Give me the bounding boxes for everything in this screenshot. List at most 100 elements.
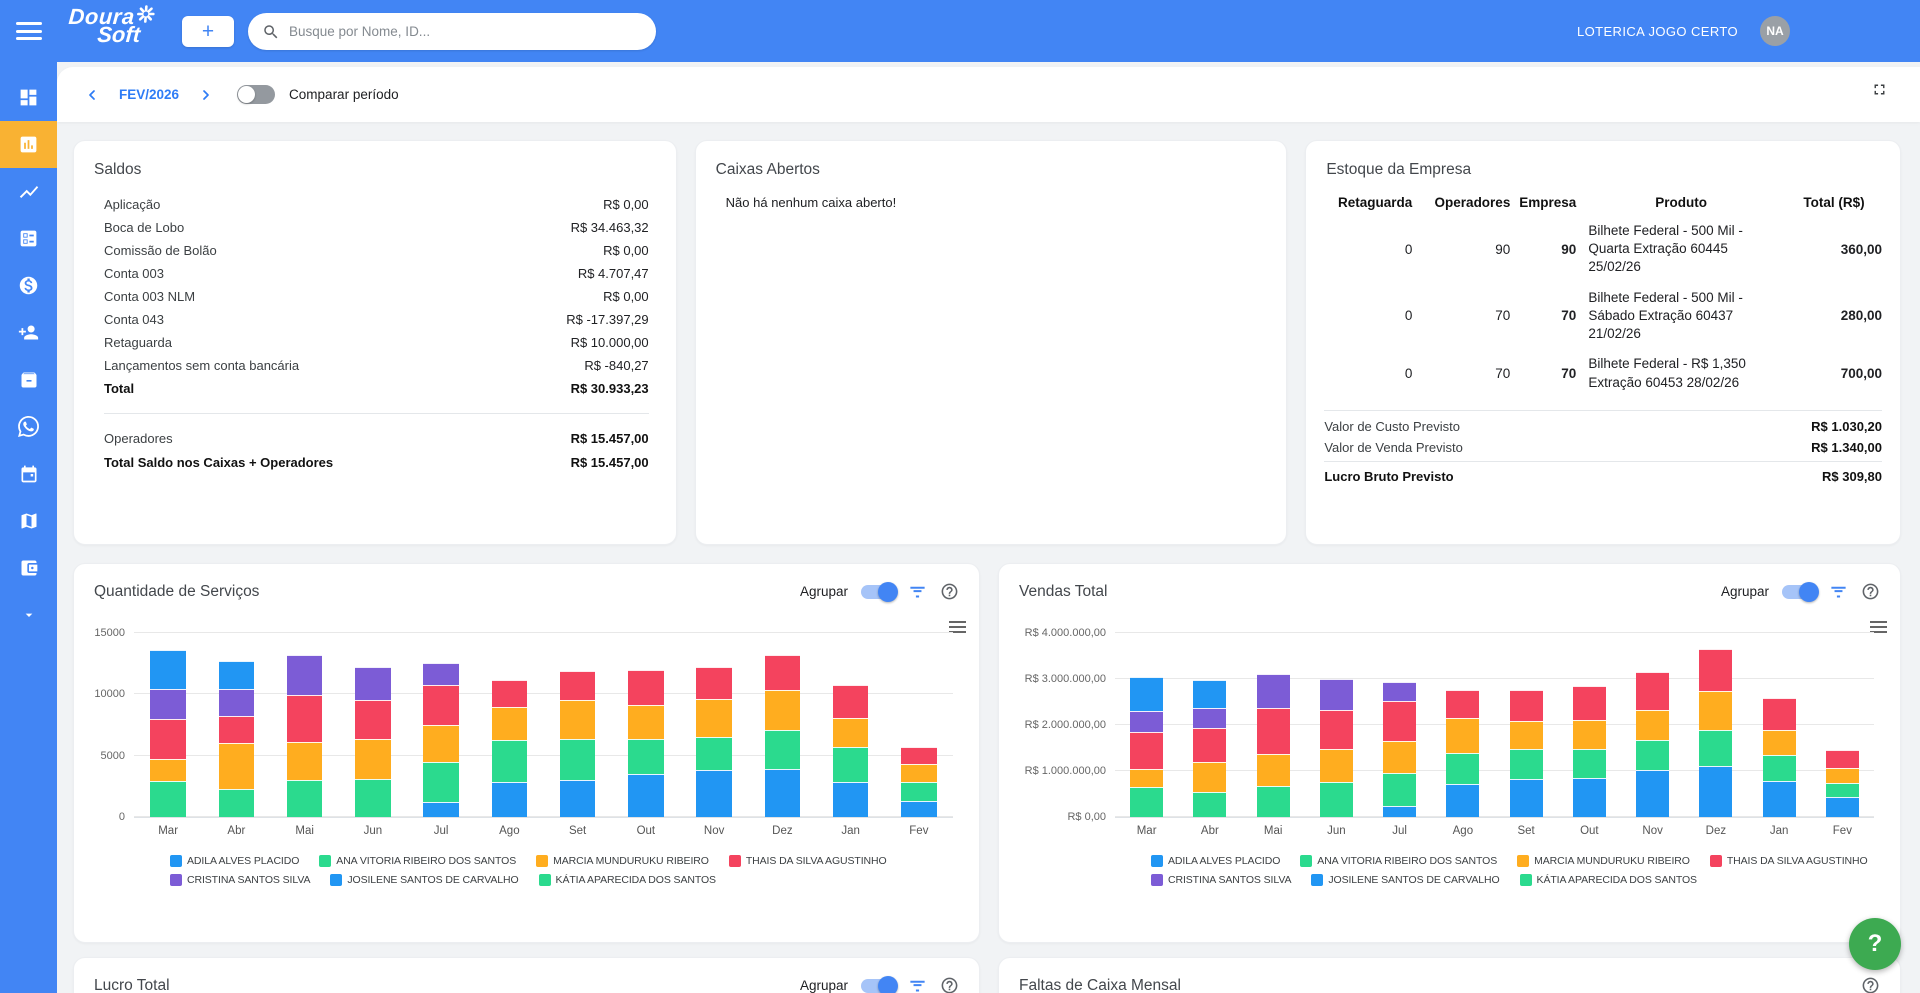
bar-segment (1636, 709, 1670, 740)
fullscreen-icon[interactable] (1871, 81, 1888, 98)
stacked-bar (1699, 633, 1733, 817)
bar-segment (1636, 770, 1670, 817)
bar-segment (1193, 761, 1227, 792)
x-axis-labels: Mar Abr Mai Jun Jul Ago Set Out Nov Dez Jan Fev (134, 825, 953, 837)
bar-segment (150, 688, 186, 719)
sidebar-item-wallet[interactable] (0, 544, 57, 591)
sidebar-item-add-client[interactable] (0, 309, 57, 356)
bar-segment (696, 736, 732, 771)
operadores-label: Operadores (104, 430, 173, 446)
sidebar-more[interactable] (0, 591, 57, 638)
legend-label: MARCIA MUNDURUKU RIBEIRO (553, 855, 709, 867)
bar-segment (1383, 772, 1417, 807)
bar-column (271, 633, 339, 817)
bar-segment (286, 654, 323, 695)
estoque-column-header: Produto (1655, 195, 1708, 210)
sidebar-item-map[interactable] (0, 497, 57, 544)
bar-segment (150, 780, 186, 817)
bar-segment (1446, 690, 1480, 719)
agrupar-toggle[interactable] (861, 975, 898, 993)
bar-column (1178, 633, 1241, 817)
sidebar-item-trends[interactable] (0, 168, 57, 215)
grand-total-row: Total Saldo nos Caixas + Operadores R$ 15… (104, 450, 649, 474)
support-help-button[interactable]: ? (1849, 918, 1901, 970)
legend-item[interactable]: JOSILENE SANTOS DE CARVALHO (1311, 874, 1500, 886)
bar-segment (1825, 767, 1859, 783)
bar-segment (355, 778, 391, 817)
legend-item[interactable]: CRISTINA SANTOS SILVA (170, 874, 310, 886)
legend-item[interactable]: KÁTIA APARECIDA DOS SANTOS (538, 874, 716, 886)
legend-label: CRISTINA SANTOS SILVA (187, 874, 311, 886)
prev-month-button[interactable] (79, 82, 105, 108)
sidebar-item-finance[interactable] (0, 262, 57, 309)
sidebar-item-whatsapp[interactable] (0, 403, 57, 450)
sidebar-item-calendar[interactable] (0, 450, 57, 497)
y-axis-tick-label: R$ 3.000.000,00 (1024, 673, 1106, 685)
archive-box-icon (21, 372, 36, 387)
caixas-abertos-empty-message: Não há nenhum caixa aberto! (725, 195, 897, 210)
bar-segment (423, 762, 459, 803)
period-label[interactable]: FEV/2026 (119, 87, 180, 102)
filter-icon[interactable] (908, 976, 927, 993)
gridline (1115, 816, 1874, 817)
add-button[interactable]: + (182, 16, 234, 47)
next-month-button[interactable] (193, 82, 219, 108)
x-axis-label: Nov (703, 825, 725, 837)
saldos-row-label: Retaguarda (104, 335, 172, 350)
legend-item[interactable]: THAIS DA SILVA AGUSTINHO (728, 855, 887, 867)
bar-segment (1130, 711, 1164, 732)
lucro-total-card: Lucro Total Agrupar (73, 957, 980, 993)
help-icon[interactable] (940, 582, 959, 601)
legend-item[interactable]: ANA VITORIA RIBEIRO DOS SANTOS (319, 855, 516, 867)
search-input[interactable] (289, 24, 642, 39)
legend-item[interactable]: JOSILENE SANTOS DE CARVALHO (330, 874, 519, 886)
agrupar-toggle[interactable] (1782, 581, 1819, 602)
legend-label: ADILA ALVES PLACIDO (1168, 855, 1281, 867)
x-axis-label: Fev (1832, 825, 1852, 837)
bar-segment (1193, 791, 1227, 817)
search-box[interactable] (248, 13, 656, 50)
company-name[interactable]: LOTERICA JOGO CERTO (1577, 23, 1738, 39)
compare-period-toggle[interactable] (237, 85, 276, 104)
bar-column (817, 633, 885, 817)
chart-menu-icon[interactable] (949, 618, 966, 636)
gridline (134, 693, 953, 695)
avatar[interactable]: NA (1760, 16, 1790, 46)
agrupar-toggle[interactable] (861, 581, 898, 602)
legend-item[interactable]: CRISTINA SANTOS SILVA (1151, 874, 1291, 886)
y-axis-tick-label: 10000 (94, 688, 125, 701)
x-axis-label: Jun (1327, 825, 1346, 837)
saldos-row-value: R$ -17.397,29 (566, 312, 649, 327)
bar-segment (1193, 680, 1227, 708)
estoque-cell-operadores: 70 (1495, 308, 1511, 324)
filter-icon[interactable] (1829, 582, 1848, 601)
filter-icon[interactable] (908, 582, 927, 601)
bar-column (134, 633, 202, 817)
estoque-cell-retaguarda: 0 (1404, 366, 1413, 382)
sidebar-item-records[interactable] (0, 215, 57, 262)
help-icon[interactable] (1861, 976, 1880, 993)
legend-item[interactable]: ADILA ALVES PLACIDO (170, 855, 299, 867)
faltas-caixa-mensal-title: Faltas de Caixa Mensal (1019, 976, 1181, 993)
sidebar-item-reports[interactable] (0, 121, 57, 168)
bar-column (475, 633, 543, 817)
y-axis-tick-label: R$ 4.000.000,00 (1024, 627, 1106, 639)
menu-icon[interactable] (16, 22, 42, 40)
chart-menu-icon[interactable] (1870, 618, 1887, 636)
legend-item[interactable]: ADILA ALVES PLACIDO (1151, 855, 1280, 867)
sidebar-item-inventory[interactable] (0, 356, 57, 403)
legend-item[interactable]: MARCIA MUNDURUKU RIBEIRO (536, 855, 709, 867)
vendas-total-card: Vendas Total Agrupar R$ 0,00 R$ 1.000.000… (998, 563, 1901, 943)
sidebar-item-dashboard[interactable] (0, 74, 57, 121)
bar-segment (1256, 786, 1290, 817)
estoque-cell-total: 360,00 (1840, 241, 1882, 257)
legend-item[interactable]: KÁTIA APARECIDA DOS SANTOS (1519, 874, 1697, 886)
legend-item[interactable]: ANA VITORIA RIBEIRO DOS SANTOS (1300, 855, 1497, 867)
x-axis-label: Abr (227, 825, 246, 837)
help-icon[interactable] (940, 976, 959, 993)
saldos-row: Aplicação R$ 0,00 (104, 193, 649, 216)
saldos-card: Saldos Aplicação R$ 0,00 Boca de Lobo R$ 34… (73, 140, 677, 545)
legend-item[interactable]: THAIS DA SILVA AGUSTINHO (1709, 855, 1868, 867)
legend-item[interactable]: MARCIA MUNDURUKU RIBEIRO (1517, 855, 1690, 867)
help-icon[interactable] (1861, 582, 1880, 601)
